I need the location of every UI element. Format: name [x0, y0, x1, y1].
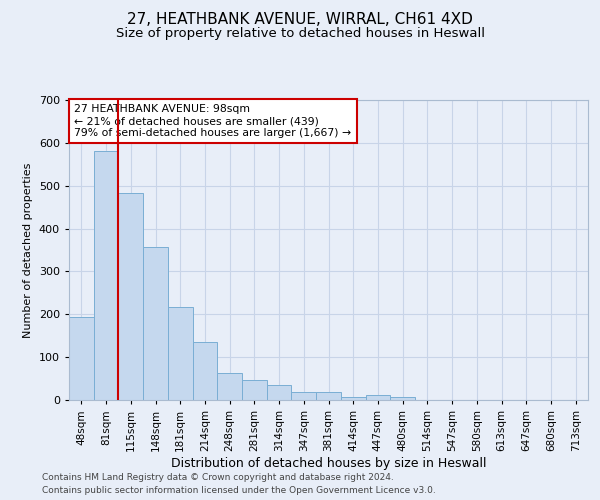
Bar — [217, 373, 242, 400]
Bar — [267, 384, 292, 400]
X-axis label: Distribution of detached houses by size in Heswall: Distribution of detached houses by size … — [171, 456, 486, 469]
Bar — [69, 318, 94, 400]
Bar — [242, 380, 267, 400]
Text: Size of property relative to detached houses in Heswall: Size of property relative to detached ho… — [115, 28, 485, 40]
Bar — [316, 392, 341, 400]
Bar — [143, 247, 168, 400]
Text: 27, HEATHBANK AVENUE, WIRRAL, CH61 4XD: 27, HEATHBANK AVENUE, WIRRAL, CH61 4XD — [127, 12, 473, 28]
Bar — [390, 398, 415, 400]
Y-axis label: Number of detached properties: Number of detached properties — [23, 162, 33, 338]
Bar — [94, 150, 118, 400]
Bar — [118, 194, 143, 400]
Text: Contains HM Land Registry data © Crown copyright and database right 2024.: Contains HM Land Registry data © Crown c… — [42, 474, 394, 482]
Bar — [193, 342, 217, 400]
Text: Contains public sector information licensed under the Open Government Licence v3: Contains public sector information licen… — [42, 486, 436, 495]
Text: 27 HEATHBANK AVENUE: 98sqm
← 21% of detached houses are smaller (439)
79% of sem: 27 HEATHBANK AVENUE: 98sqm ← 21% of deta… — [74, 104, 352, 138]
Bar — [365, 396, 390, 400]
Bar — [292, 392, 316, 400]
Bar — [341, 397, 365, 400]
Bar — [168, 308, 193, 400]
